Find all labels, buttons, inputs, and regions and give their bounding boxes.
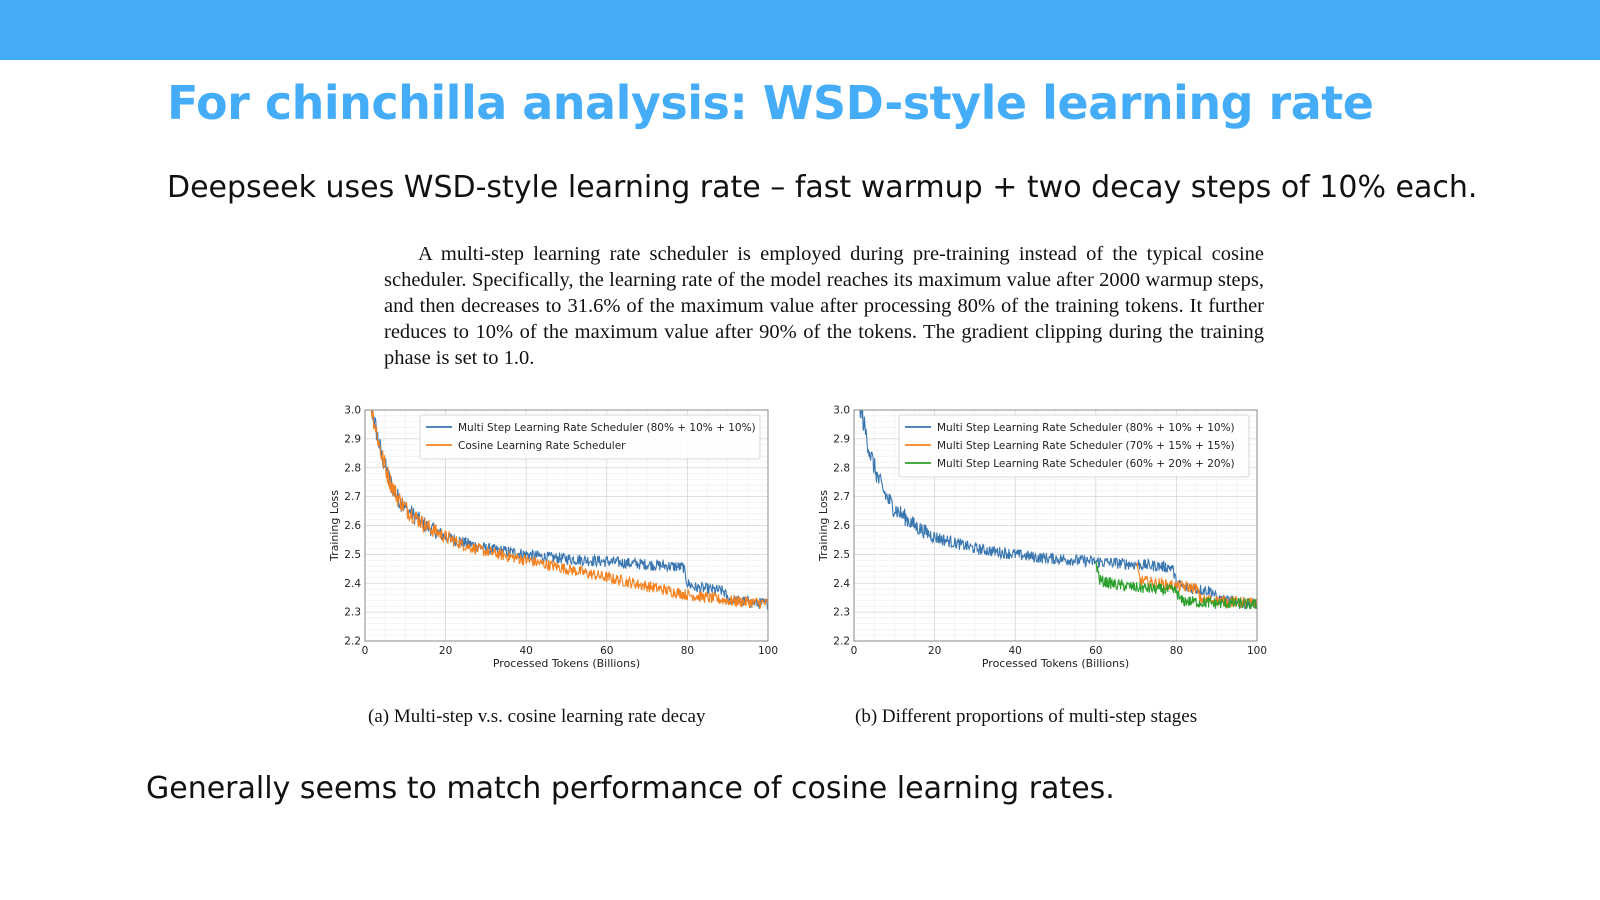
y-tick-label: 2.6	[833, 520, 850, 532]
legend-label-3: Multi Step Learning Rate Scheduler (60% …	[937, 458, 1235, 470]
slide-subtitle: Deepseek uses WSD-style learning rate – …	[167, 170, 1478, 205]
chart-multistep-vs-cosine: 2.2 2.3 2.4 2.5 2.6 2.7 2.8 2.9 3.0 0 20 40 60 80 100 P…	[328, 405, 778, 670]
y-tick-label: 2.9	[344, 433, 361, 445]
y-tick-label: 2.5	[833, 549, 850, 561]
y-tick-label: 3.0	[344, 405, 361, 417]
x-axis-label: Processed Tokens (Billions)	[982, 657, 1129, 670]
x-tick-label: 100	[758, 645, 778, 657]
y-tick-label: 2.2	[344, 636, 361, 648]
x-tick-label: 80	[1170, 645, 1183, 657]
x-tick-label: 0	[362, 645, 369, 657]
chart-caption-a: (a) Multi-step v.s. cosine learning rate…	[368, 706, 706, 727]
y-tick-label: 2.5	[344, 549, 361, 561]
y-tick-label: 2.3	[344, 607, 361, 619]
plot-frame	[853, 409, 1258, 642]
slide-conclusion: Generally seems to match performance of …	[146, 771, 1115, 806]
y-axis-label: Training Loss	[817, 490, 830, 562]
series-line-3	[1095, 560, 1257, 610]
series-line-2	[369, 410, 768, 609]
series-line-1	[370, 410, 768, 610]
y-tick-label: 2.4	[344, 578, 361, 590]
legend-label-2: Cosine Learning Rate Scheduler	[458, 440, 626, 452]
chart-multistep-proportions: 2.2 2.3 2.4 2.5 2.6 2.7 2.8 2.9 3.0 0 20 40 60 80 100 P…	[817, 405, 1267, 670]
y-tick-label: 2.8	[833, 462, 850, 474]
x-tick-label: 20	[928, 645, 941, 657]
x-tick-label: 40	[1009, 645, 1022, 657]
y-tick-label: 2.2	[833, 636, 850, 648]
y-tick-label: 2.9	[833, 433, 850, 445]
y-tick-label: 3.0	[833, 405, 850, 417]
slide-title: For chinchilla analysis: WSD-style learn…	[167, 76, 1374, 130]
x-axis-label: Processed Tokens (Billions)	[493, 657, 640, 670]
y-tick-label: 2.6	[344, 520, 361, 532]
chart-caption-b: (b) Different proportions of multi-step …	[855, 706, 1198, 727]
plot-frame	[364, 409, 769, 642]
y-tick-label: 2.4	[833, 578, 850, 590]
y-tick-label: 2.7	[833, 491, 850, 503]
legend-box	[419, 414, 761, 460]
quoted-paper-text: A multi-step learning rate scheduler is …	[384, 243, 1264, 369]
x-tick-label: 20	[439, 645, 452, 657]
legend-label-1: Multi Step Learning Rate Scheduler (80% …	[458, 422, 756, 434]
y-axis-label: Training Loss	[328, 490, 341, 562]
series-line-2	[1135, 562, 1257, 609]
x-tick-label: 80	[681, 645, 694, 657]
y-tick-label: 2.8	[344, 462, 361, 474]
x-tick-label: 0	[851, 645, 858, 657]
x-tick-label: 60	[600, 645, 613, 657]
x-tick-label: 40	[520, 645, 533, 657]
legend-label-2: Multi Step Learning Rate Scheduler (70% …	[937, 440, 1235, 452]
legend-box	[898, 414, 1250, 478]
x-tick-label: 60	[1089, 645, 1102, 657]
legend-label-1: Multi Step Learning Rate Scheduler (80% …	[937, 422, 1235, 434]
y-tick-label: 2.7	[344, 491, 361, 503]
x-tick-label: 100	[1247, 645, 1267, 657]
top-accent-bar	[0, 0, 1600, 60]
y-tick-label: 2.3	[833, 607, 850, 619]
